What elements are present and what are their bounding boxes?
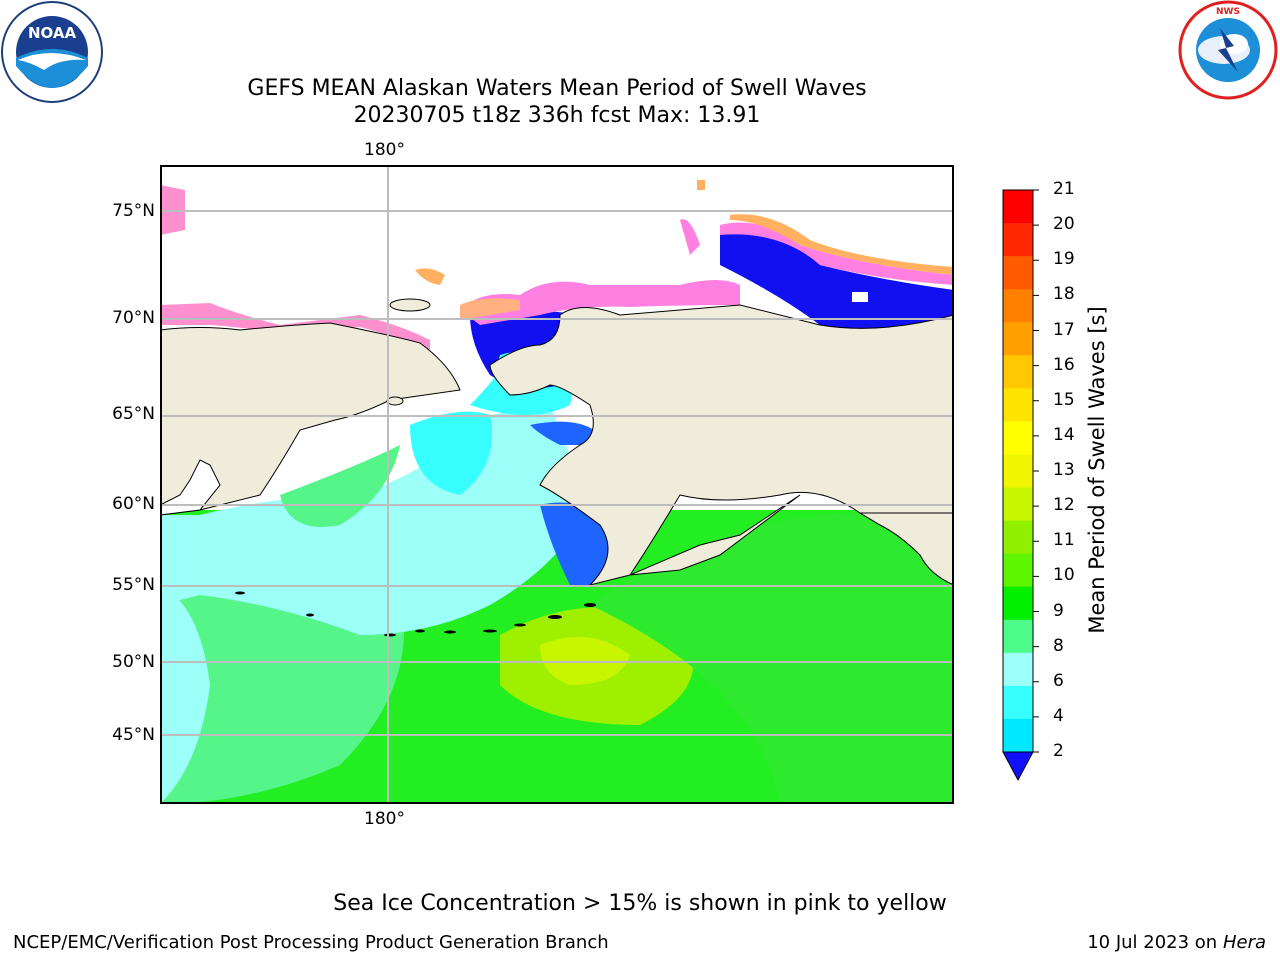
lat-label-65: 65°N <box>112 404 155 424</box>
land-alaska-peninsula <box>629 494 801 576</box>
sea-ice-floe <box>680 219 700 255</box>
footer-credit: NCEP/EMC/Verification Post Processing Pr… <box>13 932 609 953</box>
colorbar-segment <box>1003 256 1033 290</box>
lon-label-top: 180° <box>364 140 405 160</box>
sea-ice-beaufort <box>720 222 954 285</box>
colorbar-tick-label: 2 <box>1053 741 1064 761</box>
colorbar-segment <box>1003 487 1033 522</box>
colorbar-tick-label: 8 <box>1053 635 1064 656</box>
colorbar-segment <box>1003 685 1033 720</box>
lat-label-60: 60°N <box>112 494 155 514</box>
colorbar-tick-label: 13 <box>1053 460 1075 480</box>
colorbar-tick-label: 12 <box>1053 495 1075 516</box>
colorbar-segment <box>1003 322 1033 356</box>
colorbar-segment <box>1003 619 1033 654</box>
norton-sound-blue <box>530 421 600 445</box>
land-alaska <box>489 304 954 586</box>
colorbar-tick-label: 9 <box>1053 600 1064 621</box>
colorbar-segment <box>1003 289 1033 323</box>
lat-label-70: 70°N <box>112 308 155 328</box>
colorbar-segment <box>1003 223 1033 257</box>
colorbar-segment <box>1003 520 1033 555</box>
land-st-lawrence-island <box>386 396 404 406</box>
lat-label-75: 75°N <box>112 201 155 221</box>
sea-ice-wrangel <box>415 268 445 285</box>
colorbar-tick-label: 11 <box>1053 530 1075 551</box>
beaufort-open-patch <box>852 292 868 302</box>
kamchatka-gulf <box>160 459 221 516</box>
colorbar-tick-label: 20 <box>1053 214 1075 235</box>
colorbar-tick-label: 14 <box>1053 424 1075 445</box>
colorbar-tick-label: 4 <box>1053 705 1064 726</box>
bering-sea-swell-7 <box>410 411 492 495</box>
sea-ice-speck <box>697 180 705 190</box>
map-frame <box>160 165 954 804</box>
west-pacific-swell-8 <box>160 585 210 804</box>
land-southeast-alaska <box>858 512 954 586</box>
beaufort-sea <box>720 229 954 330</box>
lat-label-45: 45°N <box>112 725 155 745</box>
colorbar-tick-label: 6 <box>1053 670 1064 691</box>
noaa-logo-text: NOAA <box>28 24 77 42</box>
colorbar-tick-label: 16 <box>1053 354 1075 375</box>
footer-date: 10 Jul 2023 on Hera <box>1087 932 1266 953</box>
map-title: GEFS MEAN Alaskan Waters Mean Period of … <box>247 76 867 101</box>
lat-label-55: 55°N <box>112 575 155 595</box>
colorbar-tick-label: 17 <box>1053 319 1075 340</box>
colorbar-tick-label: 15 <box>1053 389 1075 410</box>
map-panel[interactable] <box>160 165 954 804</box>
colorbar-segment <box>1003 454 1033 489</box>
colorbar-title: Mean Period of Swell Waves [s] <box>1085 306 1109 634</box>
colorbar <box>1002 189 1039 782</box>
colorbar-segment <box>1003 421 1033 455</box>
colorbar-segment <box>1003 355 1033 389</box>
sea-ice-chukchi <box>460 280 740 325</box>
sea-ice-note: Sea Ice Concentration > 15% is shown in … <box>333 891 947 916</box>
bering-sea-swell-9 <box>280 445 400 527</box>
colorbar-tick-label: 21 <box>1053 179 1075 199</box>
colorbar-segment <box>1003 652 1033 687</box>
map-subtitle: 20230705 t18z 336h fcst Max: 13.91 <box>353 103 761 128</box>
noaa-logo-icon: NOAA <box>1 1 103 103</box>
colorbar-tick-label: 18 <box>1053 284 1075 305</box>
sea-ice-beaufort-edge <box>730 214 954 275</box>
aleutian-islands <box>235 591 596 637</box>
colorbar-tick-label: 19 <box>1053 249 1075 270</box>
footer-machine: Hera <box>1222 932 1266 953</box>
sea-ice-fringe-west <box>460 298 520 320</box>
colorbar-segment <box>1003 388 1033 422</box>
colorbar-tick-label: 10 <box>1053 565 1075 586</box>
west-pacific-swell-9 <box>160 577 404 804</box>
lon-label-bottom: 180° <box>364 809 405 829</box>
graticule <box>160 165 954 804</box>
footer-date-text: 10 Jul 2023 on <box>1087 932 1223 953</box>
nws-logo-icon: NWS <box>1178 0 1278 100</box>
svg-text:NWS: NWS <box>1216 7 1240 17</box>
map-canvas <box>160 165 954 804</box>
colorbar-segment <box>1003 586 1033 621</box>
colorbar-segment <box>1003 190 1033 224</box>
colorbar-segment <box>1003 553 1033 588</box>
land-wrangel-island <box>389 298 431 312</box>
lat-label-50: 50°N <box>112 652 155 672</box>
colorbar-extend-arrow <box>1002 751 1034 782</box>
land-chukotka <box>160 322 461 516</box>
colorbar-segment <box>1003 718 1033 753</box>
